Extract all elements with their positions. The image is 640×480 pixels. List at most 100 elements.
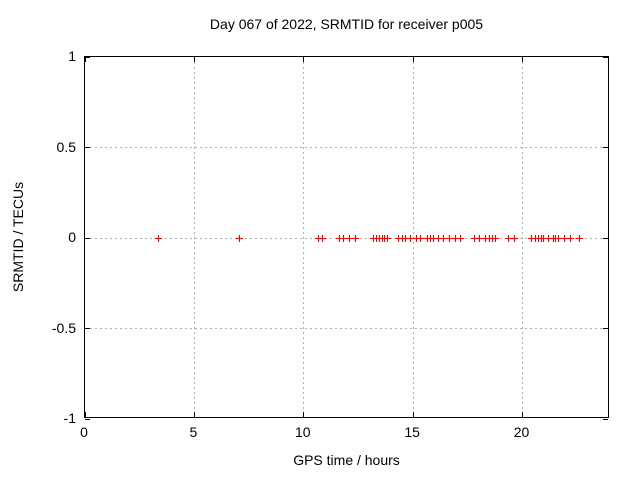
plot-area [84, 56, 609, 420]
x-gridline [303, 57, 305, 417]
y-tick-label: 0.5 [56, 138, 76, 155]
x-tick-mark [84, 412, 86, 417]
marker-vertical-bar [548, 234, 550, 242]
y-tick-label: 0 [68, 229, 76, 245]
marker-vertical-bar [448, 234, 450, 242]
y-tick-mark [85, 328, 90, 329]
data-point-marker [429, 234, 437, 242]
data-point-marker [576, 234, 584, 242]
marker-vertical-bar [508, 234, 510, 242]
x-tick-label: 10 [294, 424, 311, 440]
data-point-marker [318, 234, 326, 242]
y-tick-mark [603, 328, 608, 329]
x-tick-label: 5 [189, 424, 198, 440]
data-point-marker [340, 234, 348, 242]
data-point-marker [554, 234, 562, 242]
x-tick-mark [522, 412, 523, 417]
marker-vertical-bar [415, 234, 417, 242]
data-point-marker [445, 234, 453, 242]
x-tick-label: 20 [513, 424, 530, 440]
data-point-marker [434, 234, 442, 242]
y-tick-label: -1 [63, 410, 76, 426]
y-tick-mark [85, 418, 90, 420]
x-tick-mark [303, 412, 305, 417]
data-point-marker [412, 234, 420, 242]
marker-vertical-bar [543, 234, 545, 242]
y-tick-label: -0.5 [51, 319, 76, 336]
data-point-marker [567, 234, 575, 242]
data-point-marker [545, 234, 553, 242]
marker-vertical-bar [579, 234, 581, 242]
x-gridline [412, 57, 414, 417]
data-point-marker [470, 234, 478, 242]
marker-vertical-bar [478, 234, 480, 242]
y-tick-mark [603, 237, 608, 239]
y-tick-mark [85, 56, 90, 58]
marker-vertical-bar [437, 234, 439, 242]
data-point-marker [540, 234, 548, 242]
marker-vertical-bar [473, 234, 475, 242]
y-gridline [85, 328, 608, 329]
marker-vertical-bar [339, 234, 341, 242]
data-point-marker [475, 234, 483, 242]
y-tick-mark [603, 147, 608, 148]
data-point-marker [407, 234, 414, 242]
marker-vertical-bar [318, 234, 320, 242]
marker-vertical-bar [513, 234, 515, 242]
data-point-marker [369, 234, 377, 242]
x-tick-mark [412, 57, 414, 62]
x-tick-mark [522, 57, 523, 62]
marker-vertical-bar [410, 234, 411, 242]
marker-vertical-bar [563, 234, 565, 242]
marker-vertical-bar [321, 234, 323, 242]
y-tick-mark [85, 237, 90, 239]
marker-vertical-bar [454, 234, 456, 242]
marker-vertical-bar [354, 234, 356, 242]
y-tick-label: 1 [68, 48, 76, 64]
data-point-marker [336, 234, 344, 242]
data-point-marker [346, 234, 354, 242]
x-gridline [193, 57, 195, 417]
x-tick-mark [84, 57, 86, 62]
data-point-marker [384, 234, 392, 242]
marker-vertical-bar [570, 234, 572, 242]
marker-vertical-bar [484, 234, 486, 242]
y-tick-mark [85, 147, 90, 148]
x-axis-label: GPS time / hours [293, 452, 400, 468]
data-point-marker [560, 234, 568, 242]
x-tick-mark [412, 412, 414, 417]
data-point-marker [401, 234, 409, 242]
y-gridline [85, 147, 608, 148]
marker-vertical-bar [387, 234, 389, 242]
marker-vertical-bar [432, 234, 434, 242]
data-point-marker [510, 234, 518, 242]
data-point-marker [491, 234, 499, 242]
data-point-marker [505, 234, 513, 242]
marker-vertical-bar [443, 234, 445, 242]
marker-vertical-bar [372, 234, 374, 242]
data-point-marker [235, 234, 243, 242]
data-point-marker [451, 234, 459, 242]
marker-vertical-bar [343, 234, 345, 242]
data-point-marker [440, 234, 448, 242]
x-tick-mark [193, 412, 195, 417]
y-tick-mark [603, 56, 608, 58]
x-tick-label: 0 [80, 424, 88, 440]
data-point-marker [456, 234, 464, 242]
marker-vertical-bar [459, 234, 461, 242]
data-point-marker [481, 234, 489, 242]
marker-vertical-bar [157, 234, 159, 242]
x-tick-mark [303, 57, 305, 62]
x-tick-label: 15 [404, 424, 420, 440]
marker-vertical-bar [557, 234, 559, 242]
x-tick-mark [193, 57, 195, 62]
marker-vertical-bar [404, 234, 406, 242]
marker-vertical-bar [238, 234, 240, 242]
marker-vertical-bar [349, 234, 351, 242]
marker-vertical-bar [419, 234, 421, 242]
data-point-marker [154, 234, 162, 242]
y-tick-mark [603, 418, 608, 420]
chart-title: Day 067 of 2022, SRMTID for receiver p00… [209, 16, 484, 32]
data-point-marker [416, 234, 424, 242]
